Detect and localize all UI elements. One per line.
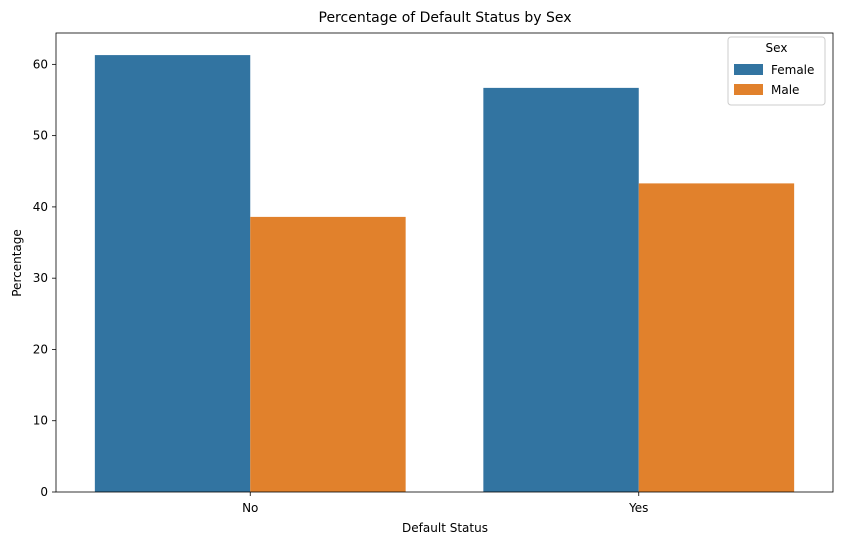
legend-swatch-male (734, 84, 763, 95)
x-axis-label: Default Status (402, 521, 488, 535)
y-tick-label: 0 (40, 485, 48, 499)
legend-label-female: Female (771, 63, 814, 77)
y-tick-label: 10 (33, 414, 48, 428)
legend: Sex Female Male (727, 36, 826, 106)
legend-swatch-female (734, 64, 763, 75)
y-tick-label: 60 (33, 57, 48, 71)
bar-female-no (94, 55, 251, 493)
bar-male-yes (638, 183, 795, 492)
x-tick-label-no: No (242, 501, 258, 515)
y-tick-label: 50 (33, 129, 48, 143)
bar-female-yes (483, 87, 639, 492)
chart-title: Percentage of Default Status by Sex (319, 10, 572, 26)
legend-label-male: Male (771, 83, 799, 97)
plot-area: 0 10 20 30 40 50 60 No Yes (33, 32, 834, 515)
y-tick-label: 20 (33, 342, 48, 356)
bar-male-no (250, 216, 406, 492)
y-tick-label: 40 (33, 200, 48, 214)
y-tick-label: 30 (33, 271, 48, 285)
x-tick-label-yes: Yes (628, 501, 648, 515)
axes-frame (55, 32, 834, 493)
y-axis-label: Percentage (10, 229, 24, 297)
legend-title: Sex (766, 41, 788, 55)
